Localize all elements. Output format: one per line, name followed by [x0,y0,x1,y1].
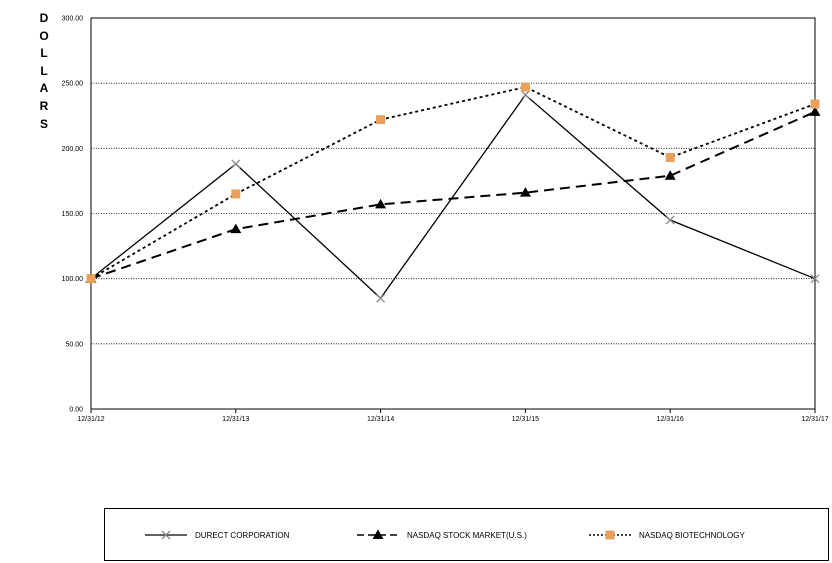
legend-label-durect: DURECT CORPORATION [195,530,290,540]
data-point-series-1 [375,198,387,209]
y-tick-labels: 0.00 50.00 100.00 150.00 200.00 250.00 300.00 [62,16,84,414]
data-point-series-2 [376,115,386,125]
legend-marker-2 [605,530,615,540]
x-tick-label: 12/31/12 [77,416,104,423]
legend-swatch-nasdaq-biotech [589,530,631,540]
y-tick-label: 300.00 [62,16,84,23]
y-axis-label-letter: L [40,46,48,61]
legend-item-nasdaq-biotech: NASDAQ BIOTECHNOLOGY [587,525,745,545]
series-line-0 [90,93,816,300]
y-axis-label-letter: A [39,81,49,96]
data-point-series-1 [230,223,242,234]
y-axis-label-letter: D [39,11,49,25]
legend-item-durect: DURECT CORPORATION [143,525,289,545]
legend-label-nasdaq-stock: NASDAQ STOCK MARKET(U.S.) [407,530,527,540]
y-axis-label-letter: S [39,116,48,131]
legend-swatch-durect [145,530,187,540]
x-tick-labels: 12/31/12 12/31/13 12/31/14 12/31/15 12/31/16… [77,416,828,423]
y-axis-label-letter: R [39,98,49,113]
y-tick-label: 150.00 [62,211,84,218]
data-point-series-0 [810,274,820,284]
legend-label-nasdaq-biotech: NASDAQ BIOTECHNOLOGY [639,530,745,540]
y-tick-label: 50.00 [65,341,83,348]
data-point-series-0 [376,293,386,303]
plot-area-border [90,17,816,410]
data-point-series-2 [86,274,96,284]
y-tick-label: 100.00 [62,276,84,283]
x-tick-label: 12/31/16 [657,416,684,423]
data-point-series-1 [809,106,821,116]
gridlines [91,82,815,345]
axes [90,17,816,413]
x-tick-label: 12/31/13 [222,416,249,423]
data-point-series-0 [520,90,530,100]
y-tick-label: 200.00 [62,146,84,153]
data-point-series-1 [519,187,531,197]
y-axis-label-letter: O [39,28,49,43]
series-markers [85,82,821,303]
x-tick-label: 12/31/17 [801,416,828,423]
data-point-series-2 [520,82,530,92]
legend-swatch-nasdaq-stock [357,529,399,539]
legend: DURECT CORPORATION NASDAQ STOCK MARKET(U… [104,508,829,561]
y-tick-label: 250.00 [62,81,84,88]
data-point-series-2 [231,189,241,199]
series-line-1 [90,110,816,280]
data-point-series-0 [665,215,675,225]
legend-item-nasdaq-stock: NASDAQ STOCK MARKET(U.S.) [355,525,527,545]
series-line-2 [90,86,816,280]
data-point-series-1 [664,170,676,180]
line-chart: 0.0050.00100.00150.00200.00250.00300.00 … [62,16,829,424]
legend-marker-0 [161,530,171,540]
data-point-series-2 [810,99,820,109]
x-tick-label: 12/31/15 [512,416,539,423]
legend-marker-1 [372,529,384,539]
y-axis-label-letter: L [40,63,48,78]
y-tick-label: 0.00 [69,407,83,414]
data-point-series-2 [665,152,675,162]
data-point-series-0 [231,159,241,169]
x-tick-label: 12/31/14 [367,416,394,423]
series-lines [90,86,816,300]
